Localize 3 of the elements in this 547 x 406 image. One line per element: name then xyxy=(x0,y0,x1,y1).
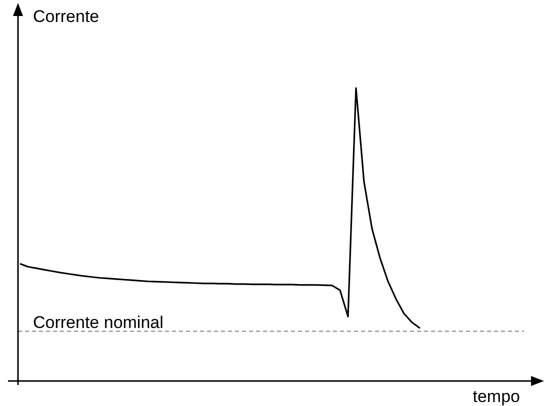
x-axis-title: tempo xyxy=(472,387,520,406)
y-axis-title: Corrente xyxy=(33,7,100,26)
ref-line-label: Corrente nominal xyxy=(33,313,164,332)
